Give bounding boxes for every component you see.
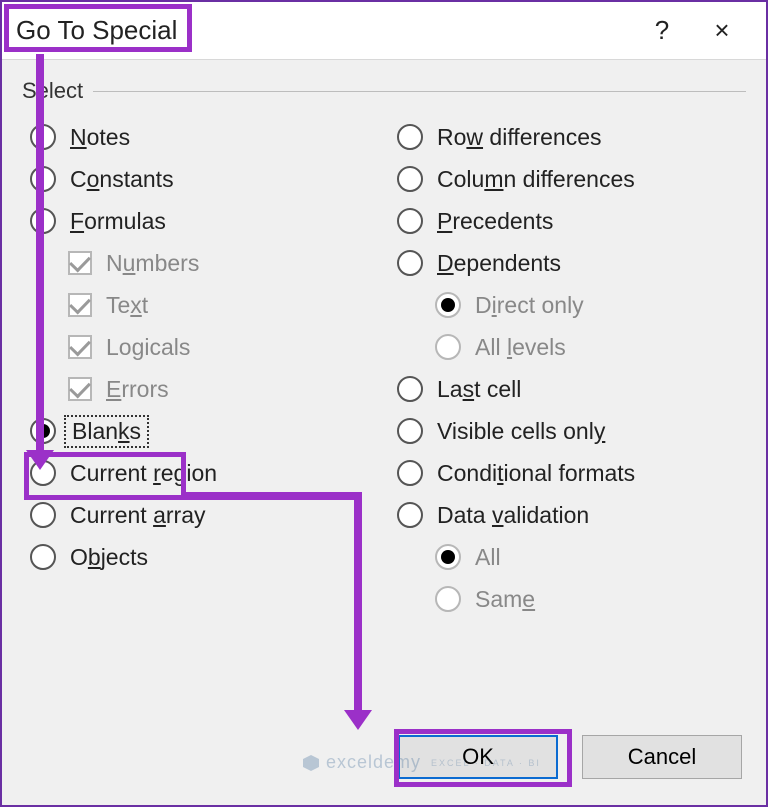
checkbox-numbers [68,251,92,275]
watermark-brand: exceldemy [326,752,421,773]
dialog-content: Select Notes Constants Formulas Numbers Text… [2,60,766,630]
titlebar: Go To Special ? × [2,2,766,60]
radio-all [435,544,461,570]
option-direct_only: Direct only [389,284,746,326]
watermark-icon [302,754,320,772]
option-label-constants: Constants [70,166,174,193]
option-label-same: Same [475,586,535,613]
option-blanks[interactable]: Blanks [22,410,379,452]
option-label-visible: Visible cells only [437,418,605,445]
radio-row_diff[interactable] [397,124,423,150]
annotation-arrow-head [344,710,372,730]
select-group-label: Select [22,78,746,104]
checkbox-errors [68,377,92,401]
option-objects[interactable]: Objects [22,536,379,578]
radio-current_array[interactable] [30,502,56,528]
option-label-cond_formats: Conditional formats [437,460,635,487]
option-notes[interactable]: Notes [22,116,379,158]
option-all_levels: All levels [389,326,746,368]
radio-dependents[interactable] [397,250,423,276]
option-label-numbers: Numbers [106,250,199,277]
option-label-logicals: Logicals [106,334,190,361]
radio-precedents[interactable] [397,208,423,234]
option-label-dependents: Dependents [437,250,561,277]
help-button[interactable]: ? [632,2,692,60]
option-label-errors: Errors [106,376,169,403]
option-visible[interactable]: Visible cells only [389,410,746,452]
option-label-current_region: Current region [70,460,217,487]
option-current_region[interactable]: Current region [22,452,379,494]
option-label-formulas: Formulas [70,208,166,235]
option-text: Text [22,284,379,326]
option-dependents[interactable]: Dependents [389,242,746,284]
radio-cond_formats[interactable] [397,460,423,486]
options-right-column: Row differences Column differences Precede… [389,116,746,620]
option-label-data_validation: Data validation [437,502,589,529]
options-left-column: Notes Constants Formulas Numbers Text Logical… [22,116,379,620]
option-precedents[interactable]: Precedents [389,200,746,242]
option-row_diff[interactable]: Row differences [389,116,746,158]
option-same: Same [389,578,746,620]
option-numbers: Numbers [22,242,379,284]
radio-direct_only [435,292,461,318]
radio-last_cell[interactable] [397,376,423,402]
option-label-all_levels: All levels [475,334,566,361]
cancel-button[interactable]: Cancel [582,735,742,779]
checkbox-logicals [68,335,92,359]
option-errors: Errors [22,368,379,410]
annotation-arrow [36,54,44,458]
option-label-precedents: Precedents [437,208,553,235]
select-group-text: Select [22,78,83,104]
option-all: All [389,536,746,578]
option-label-notes: Notes [70,124,130,151]
option-label-text: Text [106,292,148,319]
radio-data_validation[interactable] [397,502,423,528]
radio-all_levels [435,334,461,360]
watermark-tag: EXCEL · DATA · BI [431,758,541,768]
radio-same [435,586,461,612]
goto-special-dialog: Go To Special ? × Select Notes Constants F… [0,0,768,807]
option-label-current_array: Current array [70,502,206,529]
dialog-title: Go To Special [16,15,177,46]
watermark: exceldemy EXCEL · DATA · BI [302,752,541,773]
checkbox-text [68,293,92,317]
option-label-all: All [475,544,501,571]
option-col_diff[interactable]: Column differences [389,158,746,200]
annotation-arrow [354,492,362,716]
radio-visible[interactable] [397,418,423,444]
close-button[interactable]: × [692,2,752,60]
options-columns: Notes Constants Formulas Numbers Text Logical… [22,116,746,620]
radio-objects[interactable] [30,544,56,570]
option-label-last_cell: Last cell [437,376,521,403]
radio-col_diff[interactable] [397,166,423,192]
option-label-col_diff: Column differences [437,166,635,193]
option-cond_formats[interactable]: Conditional formats [389,452,746,494]
option-logicals: Logicals [22,326,379,368]
option-current_array[interactable]: Current array [22,494,379,536]
option-data_validation[interactable]: Data validation [389,494,746,536]
option-label-row_diff: Row differences [437,124,602,151]
option-label-blanks: Blanks [64,415,149,448]
divider [93,91,746,92]
option-formulas[interactable]: Formulas [22,200,379,242]
option-constants[interactable]: Constants [22,158,379,200]
annotation-arrow-head [26,450,54,470]
annotation-arrow [182,492,362,500]
option-last_cell[interactable]: Last cell [389,368,746,410]
option-label-direct_only: Direct only [475,292,584,319]
option-label-objects: Objects [70,544,148,571]
